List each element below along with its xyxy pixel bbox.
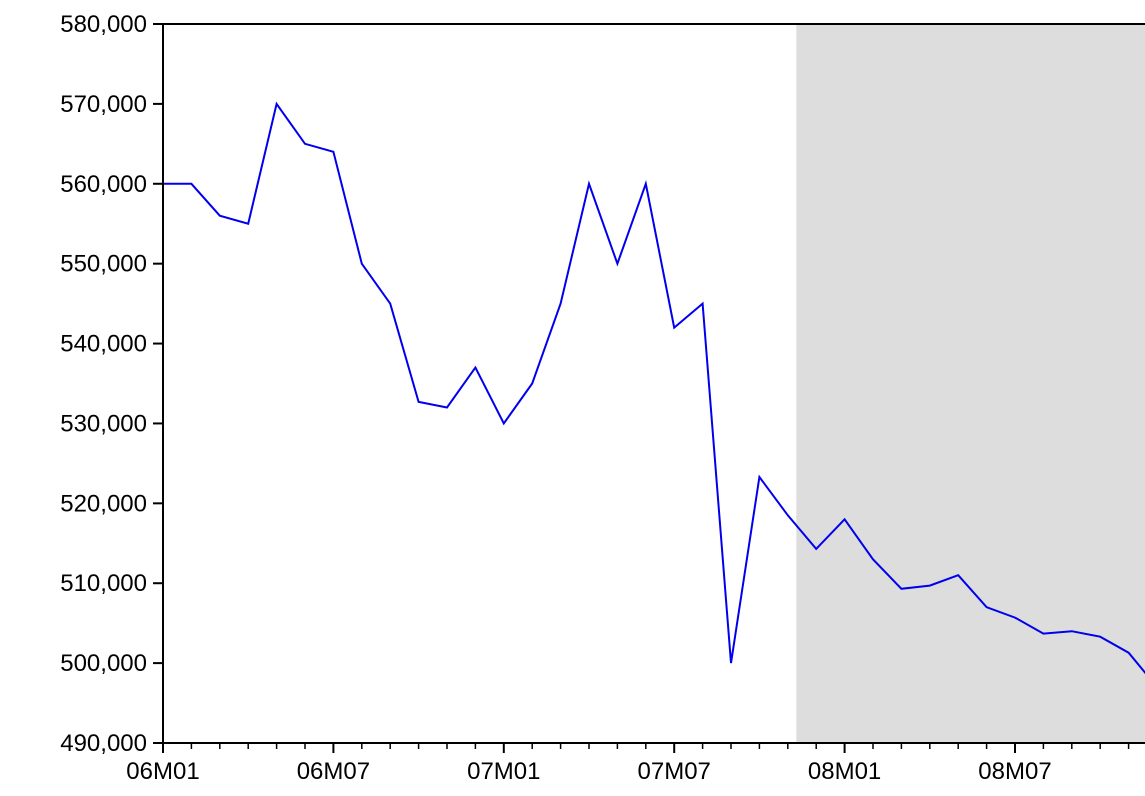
series-line-0 xyxy=(163,101,1145,675)
shaded-region xyxy=(796,24,1145,743)
series-layer xyxy=(163,101,1145,675)
x-tick-label: 06M07 xyxy=(297,758,370,785)
x-tick-label: 07M01 xyxy=(467,758,540,785)
x-tick-label: 07M07 xyxy=(638,758,711,785)
y-tick-label: 490,000 xyxy=(60,730,147,757)
axes-layer xyxy=(162,23,1145,744)
y-tick-label: 540,000 xyxy=(60,331,147,358)
y-tick-label: 560,000 xyxy=(60,171,147,198)
y-tick-label: 580,000 xyxy=(60,11,147,38)
x-tick-label: 08M01 xyxy=(808,758,881,785)
y-tick-label: 530,000 xyxy=(60,410,147,437)
x-tick-label: 06M01 xyxy=(126,758,199,785)
y-tick-label: 570,000 xyxy=(60,91,147,118)
y-tick-label: 510,000 xyxy=(60,570,147,597)
y-tick-label: 500,000 xyxy=(60,650,147,677)
x-tick-label: 08M07 xyxy=(978,758,1051,785)
ticks-layer: 490,000 500,000 510,000 520,000 530,000 540,0… xyxy=(60,11,1130,785)
y-tick-label: 550,000 xyxy=(60,251,147,278)
y-tick-label: 520,000 xyxy=(60,490,147,517)
